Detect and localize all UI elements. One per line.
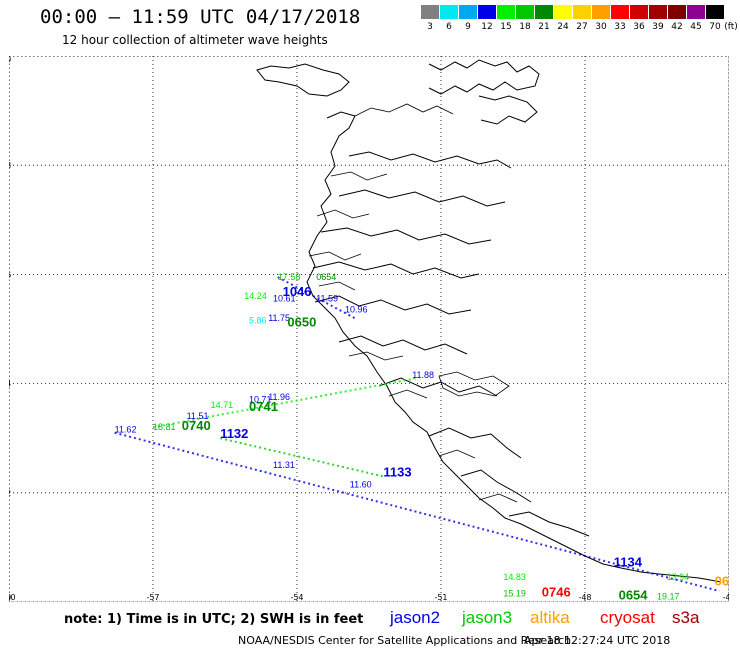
legend-swatch [421,5,439,19]
graticule-grid: 70 68 66 64 62 60-60 -57 -54 -51 -48 -45 [9,56,729,602]
wave-height-label: 13.94 [667,572,690,582]
legend-label: 18 [519,22,531,32]
legend-label: 21 [538,22,550,32]
legend-swatch [554,5,572,19]
greenland-coastline [256,59,722,583]
longitude-label: -45 [722,593,729,602]
legend-label: 33 [614,22,626,32]
legend-label: 15 [500,22,512,32]
wave-height-label: 11.60 [350,479,372,489]
wave-height-label: 0741 [249,399,278,414]
latitude-label: 68 [9,161,11,170]
footer-note: note: 1) Time is in UTC; 2) SWH is in fe… [64,612,364,627]
legend-unit: (ft) [724,22,738,32]
latitude-label: 62 [9,489,11,498]
legend-label: 45 [690,22,702,32]
footer-credit: NOAA/NESDIS Center for Satellite Applica… [238,634,572,647]
latitude-label: 64 [9,380,11,389]
satellite-tracks [114,276,720,593]
wave-height-label: 0746 [542,585,571,600]
legend-label: 70 [709,22,721,32]
legend-label: 30 [595,22,607,32]
satellite-legend-s3a: s3a [672,608,700,627]
legend-label: 27 [576,22,588,32]
satellite-track [114,431,720,593]
satellite-legend-cryosat: cryosat [600,608,655,627]
legend-swatch [668,5,686,19]
wave-height-label: 11.88 [412,370,434,380]
satellite-legend-jason3: jason3 [462,608,513,627]
legend-swatch [630,5,648,19]
legend-swatch [478,5,496,19]
map-title: 00:00 – 11:59 UTC 04/17/2018 [40,6,361,28]
map-border [9,56,729,602]
wave-height-label: 0654 [619,587,649,602]
wave-height-label: 10.96 [345,305,368,315]
wave-height-label: 1134 [614,555,643,570]
wave-height-label: 14.83 [503,572,526,582]
wave-height-label: 1132 [220,426,248,441]
coastline-inland-edge [312,59,590,537]
legend-label: 36 [633,22,645,32]
legend-label: 9 [465,22,471,32]
legend-label: 24 [557,22,569,32]
legend-swatch [497,5,515,19]
legend-swatch [706,5,724,19]
longitude-label: -48 [578,593,591,602]
coastline-fjords [308,103,518,503]
legend-swatch [687,5,705,19]
longitude-label: -51 [434,593,447,602]
latitude-label: 66 [9,270,11,279]
legend-swatch [649,5,667,19]
longitude-label: -57 [146,593,159,602]
legend-label: 12 [481,22,493,32]
wave-height-label: 11.62 [115,425,137,435]
legend-label: 3 [427,22,433,32]
legend-swatch [535,5,553,19]
wave-height-label: 1046 [283,284,312,299]
legend-swatch [592,5,610,19]
wave-height-label: 0653 [715,574,729,589]
wave-height-label: 11.51 [187,411,209,421]
legend-label: 42 [671,22,683,32]
wave-height-label: 10.61 [273,294,296,304]
wave-height-label: 14.24 [244,291,267,301]
satellite-legend-jason2: jason2 [390,608,441,627]
wave-height-label: 0740 [182,418,211,433]
longitude-label: -54 [290,593,303,602]
legend-swatch [516,5,534,19]
map-canvas: 70 68 66 64 62 60-60 -57 -54 -51 -48 -45 17.58 0654… [9,56,729,602]
satellite-track [219,437,384,478]
legend-swatch [440,5,458,19]
wave-height-label: 1133 [383,464,411,479]
altimeter-wave-map: 70 68 66 64 62 60-60 -57 -54 -51 -48 -45 17.58 0654… [9,56,729,602]
wave-height-label: 10.71 [249,395,272,405]
legend-label: 39 [652,22,664,32]
wave-height-label: 19.17 [657,591,680,601]
wave-height-label: 17.58 [278,272,301,282]
legend-swatch [611,5,629,19]
latitude-label: 60 [9,593,11,602]
legend-label: 6 [446,22,452,32]
legend-swatch [459,5,477,19]
footer-timestamp: Apr 18 12:27:24 UTC 2018 [524,634,671,647]
longitude-label: -60 [9,593,16,602]
coastline-path [256,63,722,583]
wave-height-label: 11.59 [316,294,338,304]
wave-height-label: 14.71 [211,400,234,410]
satellite-legend-altika: altika [530,608,570,627]
wave-height-label: 11.96 [268,392,290,402]
legend-swatch [573,5,591,19]
wave-height-label: 0654 [316,272,336,282]
wave-height-label: 5.86 [249,316,267,326]
wave-height-label: 0650 [287,314,316,329]
wave-height-label: 11.75 [268,313,290,323]
wave-height-label: 15.19 [503,589,526,599]
map-subtitle: 12 hour collection of altimeter wave hei… [62,33,328,47]
latitude-label: 70 [9,56,11,64]
wave-height-label: 18.81 [153,422,176,432]
wave-height-label: 11.31 [273,460,295,470]
